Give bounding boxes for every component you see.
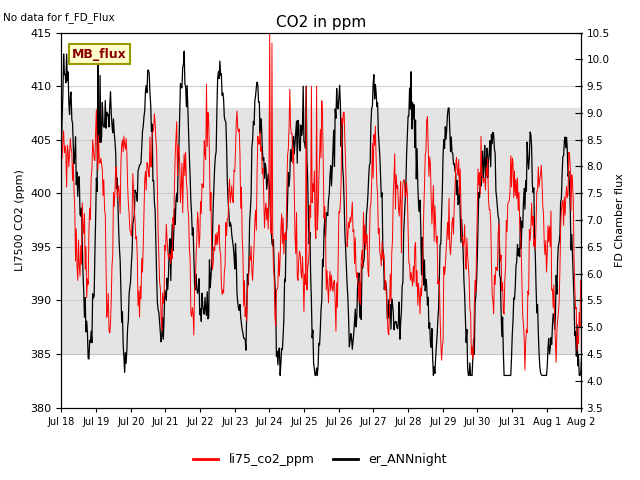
Legend: li75_co2_ppm, er_ANNnight: li75_co2_ppm, er_ANNnight — [188, 448, 452, 471]
Y-axis label: FD Chamber flux: FD Chamber flux — [615, 173, 625, 267]
Text: No data for f_FD_Flux: No data for f_FD_Flux — [3, 12, 115, 23]
Title: CO2 in ppm: CO2 in ppm — [276, 15, 367, 30]
Y-axis label: LI7500 CO2 (ppm): LI7500 CO2 (ppm) — [15, 169, 25, 271]
Text: MB_flux: MB_flux — [72, 48, 127, 60]
Bar — [61, 108, 582, 354]
